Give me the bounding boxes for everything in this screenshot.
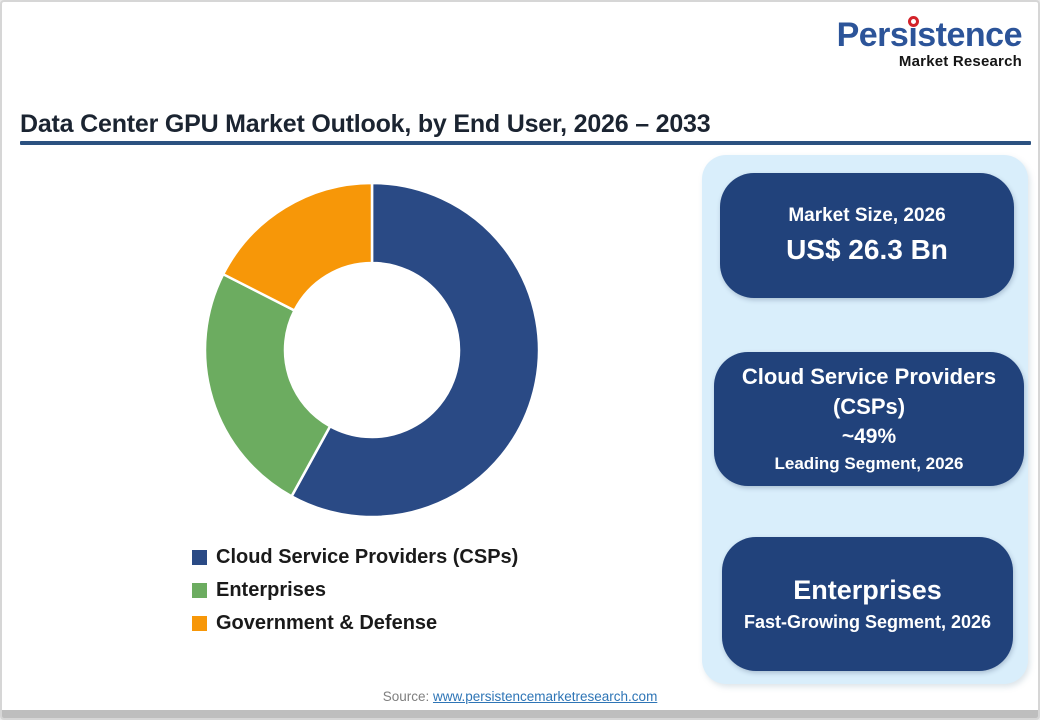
fast-growing-card: Enterprises Fast-Growing Segment, 2026	[722, 537, 1013, 671]
logo-brand-post: stence	[917, 16, 1022, 54]
bottom-gray-bar	[2, 710, 1038, 718]
leading-segment-card: Cloud Service Providers (CSPs) ~49% Lead…	[714, 352, 1024, 486]
donut-chart	[202, 180, 542, 520]
source-line: Source: www.persistencemarketresearch.co…	[2, 689, 1038, 704]
legend-label-government-defense: Government & Defense	[216, 612, 438, 634]
leading-segment-abbr: (CSPs)	[832, 394, 906, 419]
logo-red-dot-icon	[907, 16, 919, 27]
market-size-value: US$ 26.3 Bn	[786, 234, 948, 265]
fast-growing-segment-name: Enterprises	[793, 575, 942, 605]
leading-segment-caption: Leading Segment, 2026	[774, 454, 964, 473]
source-link[interactable]: www.persistencemarketresearch.com	[432, 689, 658, 704]
legend-item-government-defense: Government & Defense	[192, 611, 518, 635]
chart-legend: Cloud Service Providers (CSPs) Enterpris…	[192, 545, 518, 644]
source-label: Source:	[382, 689, 430, 704]
logo-brand: Pers ıstence	[836, 16, 1022, 54]
logo-subtitle: Market Research	[898, 53, 1022, 70]
legend-swatch-csps-icon	[192, 549, 207, 565]
legend-label-csps: Cloud Service Providers (CSPs)	[216, 546, 519, 568]
logo-brand-pre: Pers	[836, 16, 909, 54]
highlights-panel: Market Size, 2026 US$ 26.3 Bn Cloud Serv…	[702, 155, 1028, 684]
legend-item-csps: Cloud Service Providers (CSPs)	[192, 545, 518, 569]
legend-item-enterprises: Enterprises	[192, 578, 518, 602]
logo-brand-i: ı	[907, 16, 919, 54]
market-size-label: Market Size, 2026	[788, 205, 946, 226]
legend-swatch-government-defense-icon	[192, 615, 207, 631]
legend-label-enterprises: Enterprises	[216, 579, 327, 601]
donut-slice-2	[221, 181, 374, 312]
donut-slice-1	[203, 272, 332, 498]
market-size-card: Market Size, 2026 US$ 26.3 Bn	[720, 173, 1014, 298]
leading-segment-share: ~49%	[841, 425, 897, 448]
legend-swatch-enterprises-icon	[192, 582, 207, 598]
logo: Pers ıstence Market Research	[836, 16, 1022, 70]
fast-growing-caption: Fast-Growing Segment, 2026	[743, 612, 992, 632]
title-underline	[20, 141, 1031, 145]
leading-segment-name: Cloud Service Providers	[741, 364, 997, 389]
donut-slice-0	[290, 181, 541, 519]
page-title: Data Center GPU Market Outlook, by End U…	[20, 110, 711, 138]
